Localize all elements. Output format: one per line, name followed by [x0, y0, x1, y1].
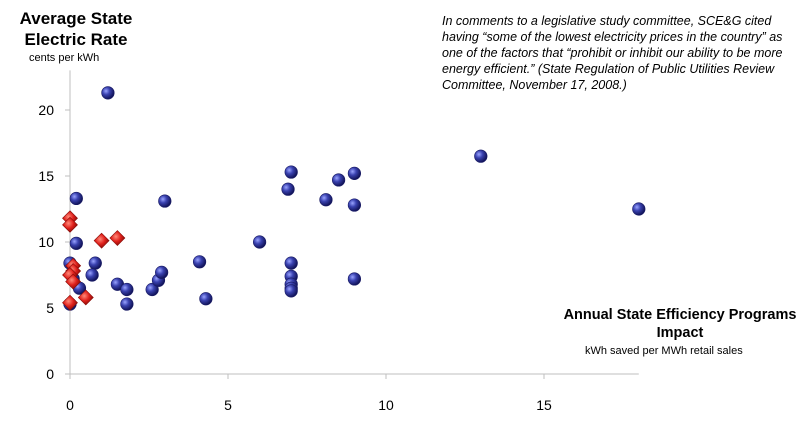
blue-point [347, 166, 362, 180]
blue-point [632, 202, 646, 216]
blue-point [120, 297, 134, 311]
y-tick-label: 5 [46, 300, 54, 316]
blue-point [101, 86, 115, 100]
blue-point [284, 256, 298, 270]
y-tick-label: 0 [46, 366, 54, 382]
blue-point [88, 256, 102, 270]
y-axis-title: Average State Electric Rate [19, 9, 133, 49]
x-tick-label: 0 [66, 397, 74, 413]
x-tick-label: 5 [224, 397, 232, 413]
blue-point [332, 173, 346, 187]
y-tick-label: 15 [38, 168, 54, 184]
blue-point [347, 272, 362, 286]
chart-annotation: In comments to a legislative study commi… [442, 14, 783, 92]
red-point [62, 294, 78, 311]
blue-point [347, 198, 362, 212]
y-axis-unit: cents per kWh [29, 52, 100, 64]
blue-point [145, 282, 159, 297]
x-tick-label: 10 [378, 397, 394, 413]
red-point [93, 232, 110, 249]
blue-point [199, 292, 213, 306]
red-point [62, 216, 78, 233]
blue-point [474, 149, 488, 163]
red-point [65, 273, 82, 290]
x-tick-label: 15 [536, 397, 552, 413]
blue-point [192, 255, 207, 269]
blue-point [284, 165, 298, 179]
y-tick-label: 20 [38, 102, 54, 118]
blue-point [69, 191, 83, 206]
blue-point [69, 236, 83, 250]
x-axis-title: Annual State Efficiency Programs Impact [563, 307, 797, 341]
y-tick-label: 10 [38, 234, 54, 250]
blue-point [284, 284, 298, 298]
red-point [109, 230, 126, 246]
blue-point [120, 282, 134, 297]
blue-point [158, 194, 172, 208]
blue-point [319, 193, 333, 207]
red-point [77, 289, 94, 306]
blue-point [85, 268, 99, 282]
blue-point [155, 265, 169, 279]
blue-point [253, 235, 267, 249]
x-axis-unit: kWh saved per MWh retail sales [585, 345, 743, 357]
blue-point [281, 182, 295, 196]
